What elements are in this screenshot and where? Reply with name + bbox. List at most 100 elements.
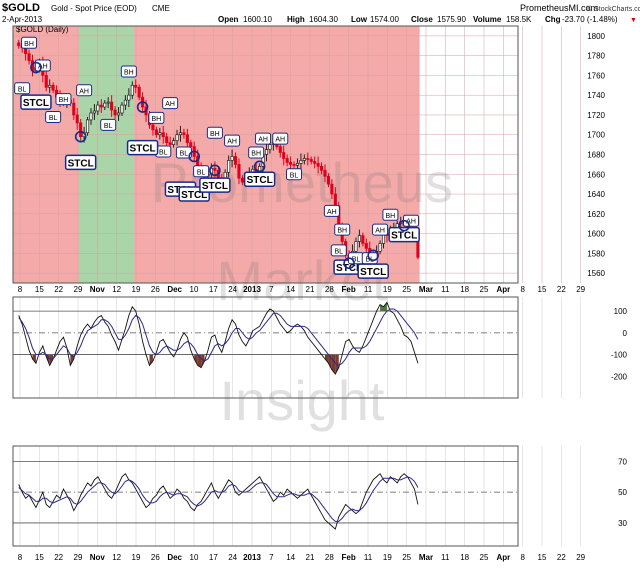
annotation-label: STCL [130,144,156,155]
candle-body [330,183,334,195]
candle-body [51,84,55,91]
annotation-label: BH [210,131,220,138]
x-tick-label: 19 [383,553,392,562]
y-tick-label: 1680 [587,151,605,160]
y-tick-label: 1700 [587,131,605,140]
annotation-box [388,226,420,243]
x-tick-label: 19 [132,285,141,294]
candle-body [268,144,272,150]
candle-body [289,162,293,165]
annotation-label: STCL [391,231,417,242]
annotation-box [255,132,272,145]
annotation-box [248,146,265,159]
annotations: BHAHBLSTCLBHAHBLSTCLBHBLAHBHBLSTCLBLSTCL… [14,36,420,279]
annotation-label: BH [386,213,396,220]
stcl-circle-marker [398,219,410,232]
candle-body [75,114,79,124]
annotation-label: BL [49,115,58,122]
annotation-label: AH [275,137,285,144]
annotation-label: BL [18,86,27,93]
candle-body [333,193,337,207]
oversold-fill [201,354,205,368]
y-tick-label: 0 [623,329,628,338]
y-tick-label: 100 [614,307,628,316]
annotation-box [286,168,303,181]
annotation-box [382,208,399,221]
candle-body [85,119,90,134]
close-label: Close [411,15,433,24]
x-tick-label: 25 [480,285,489,294]
x-tick-label: 18 [460,285,469,294]
date-label: 2-Apr-2013 [2,15,43,24]
annotation-label: BH [124,69,134,76]
annotation-label: AH [375,228,385,235]
panel-border [12,25,519,284]
x-tick-label: 17 [209,553,218,562]
cci-line [18,301,419,375]
candle-body [175,134,179,142]
candle-body [213,167,217,171]
candle-body [227,160,231,173]
annotation-box [243,171,276,187]
candle-body [326,175,330,185]
candle-body [106,101,110,104]
candle-body [27,53,31,61]
y-tick-label: 1660 [587,170,605,179]
annotation-bh: BH [382,208,399,221]
stcl-circle-marker [209,164,221,177]
annotation-bh: BH [248,146,265,159]
stcl-circle-marker [188,150,201,163]
y-tick-label: 1720 [587,111,605,120]
annotation-label: BL [290,172,299,179]
annotation-box [64,154,97,171]
x-tick-label: 15 [538,553,547,562]
x-tick-label: 8 [18,285,23,294]
stcl-circle-marker [136,101,149,113]
annotation-stcl: STCL [243,171,276,187]
y-tick-label: 1560 [587,269,605,278]
annotation-box [162,97,179,110]
x-tick-label: 7 [269,553,274,562]
x-tick-label: 29 [576,285,585,294]
candle-body [278,146,282,153]
reference-lines [13,310,518,524]
x-tick-label: Dec [167,285,182,294]
annotation-box [372,223,389,236]
candle-body [151,124,155,131]
indicator-fills [32,302,387,375]
description-label: Gold - Spot Price (EOD) [51,4,137,13]
candle-body [161,132,165,138]
annotation-ah: AH [372,223,389,236]
annotation-label: BL [197,169,206,176]
annotation-ah: AH [403,214,420,227]
x-tick-label: 8 [520,553,525,562]
candle-body [172,140,176,145]
annotation-label: BL [159,150,168,157]
x-tick-label: 24 [228,553,237,562]
oversold-fill [194,354,198,366]
candle-body [189,142,193,147]
annotation-label: AH [38,64,48,71]
candle-body [137,86,141,98]
annotation-bl: BL [193,165,210,178]
annotation-bh: BH [148,111,165,124]
annotation-label: BL [180,151,189,158]
annotation-ah: AH [76,84,93,97]
annotation-label: AH [258,137,268,144]
y-tick-label: 1640 [587,190,605,199]
x-tick-label: 10 [190,285,199,294]
oversold-fill [49,354,54,366]
x-tick-label: 18 [460,553,469,562]
annotation-label: AH [227,139,237,146]
x-tick-label: 15 [35,553,44,562]
close-value: 1575.90 [437,15,466,24]
annotation-box [21,36,38,49]
annotation-ah: AH [323,204,340,217]
annotation-label: BH [337,228,347,235]
x-tick-label: 14 [286,553,295,562]
x-tick-label: 7 [269,285,274,294]
annotation-label: STCL [181,190,207,201]
candle-body [89,112,93,121]
volume-value: 158.5K [506,15,532,24]
